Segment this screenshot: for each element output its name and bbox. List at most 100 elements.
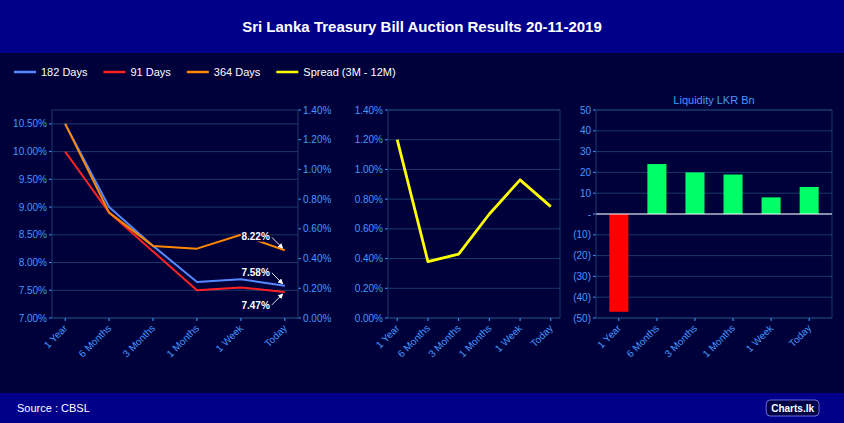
bar bbox=[609, 214, 628, 312]
series-line bbox=[397, 140, 551, 262]
x-tick-label: 6 Months bbox=[624, 322, 661, 359]
grid-line bbox=[388, 288, 560, 289]
grid-line bbox=[596, 130, 832, 131]
panel-title: Liquidity LKR Bn bbox=[673, 94, 754, 106]
x-tick bbox=[65, 318, 66, 321]
y-tick-label: (30) bbox=[573, 271, 591, 282]
x-tick-label: Today bbox=[528, 322, 555, 349]
x-tick bbox=[196, 318, 197, 321]
grid-line bbox=[52, 151, 298, 152]
y-tick-label: 0.80% bbox=[355, 194, 383, 205]
y-tick-label: (20) bbox=[573, 250, 591, 261]
y-tick-label: 10.00% bbox=[13, 146, 47, 157]
y2-tick-label: 0.60% bbox=[303, 223, 331, 234]
chart-0: 7.00%7.50%8.00%8.50%9.00%9.50%10.00%10.5… bbox=[13, 105, 331, 360]
legend-swatch bbox=[187, 71, 209, 74]
y-tick-label: 7.00% bbox=[19, 313, 47, 324]
x-tick-label: 1 Week bbox=[744, 322, 776, 354]
x-tick bbox=[520, 318, 521, 321]
legend-swatch bbox=[14, 71, 36, 74]
y-tick-label: (40) bbox=[573, 292, 591, 303]
x-tick-label: Today bbox=[262, 322, 289, 349]
footer-bar bbox=[0, 393, 844, 423]
plot-frame bbox=[388, 110, 560, 318]
y2-tick-label: 1.00% bbox=[303, 164, 331, 175]
y-tick-label: 9.50% bbox=[19, 174, 47, 185]
x-tick bbox=[458, 318, 459, 321]
title: Sri Lanka Treasury Bill Auction Results … bbox=[242, 18, 602, 35]
x-tick-label: 6 Months bbox=[76, 322, 113, 359]
legend-label: Spread (3M - 12M) bbox=[303, 66, 395, 78]
series-line bbox=[65, 152, 285, 292]
x-tick-label: 3 Months bbox=[662, 322, 699, 359]
data-group bbox=[397, 140, 551, 262]
legend: 182 Days91 Days364 DaysSpread (3M - 12M) bbox=[14, 66, 396, 78]
grid-line bbox=[596, 297, 832, 298]
y-tick-label: 9.00% bbox=[19, 202, 47, 213]
annotation-arrow bbox=[272, 294, 283, 305]
y2-tick-label: 0.00% bbox=[303, 313, 331, 324]
y-tick-label: 0.40% bbox=[355, 253, 383, 264]
bar bbox=[762, 197, 781, 214]
header-bar bbox=[0, 0, 844, 53]
legend-swatch bbox=[103, 71, 125, 74]
y-tick-label: 50 bbox=[580, 105, 592, 116]
source: Source : CBSL bbox=[17, 402, 90, 414]
grid-line bbox=[596, 234, 832, 235]
y-tick-label: 1.20% bbox=[355, 134, 383, 145]
credit: Charts.lk bbox=[771, 403, 814, 414]
y2-tick-label: 1.40% bbox=[303, 105, 331, 116]
x-tick bbox=[489, 318, 490, 321]
grid-line bbox=[388, 199, 560, 200]
y2-tick-label: 0.80% bbox=[303, 194, 331, 205]
x-tick-label: 3 Months bbox=[426, 322, 463, 359]
x-tick bbox=[240, 318, 241, 321]
annotation: 7.58% bbox=[241, 267, 269, 278]
x-tick bbox=[397, 318, 398, 321]
credit-box bbox=[766, 400, 819, 416]
zero-line bbox=[596, 214, 832, 215]
y2-tick-label: 1.20% bbox=[303, 134, 331, 145]
y-tick-label: 8.00% bbox=[19, 257, 47, 268]
x-tick-label: 6 Months bbox=[395, 322, 432, 359]
grid-line bbox=[596, 276, 832, 277]
chart-1: 0.00%0.20%0.40%0.60%0.80%1.00%1.20%1.40%… bbox=[355, 105, 560, 360]
y-tick-label: 40 bbox=[580, 125, 592, 136]
x-tick-label: 1 Months bbox=[457, 322, 494, 359]
series-line bbox=[65, 124, 285, 286]
x-tick bbox=[733, 318, 734, 321]
plot-frame bbox=[52, 110, 298, 318]
x-tick bbox=[694, 318, 695, 321]
background bbox=[0, 0, 844, 423]
bar bbox=[724, 174, 743, 214]
y-tick-label: 8.50% bbox=[19, 229, 47, 240]
y-tick-label: 20 bbox=[580, 167, 592, 178]
legend-swatch bbox=[276, 71, 298, 74]
x-tick bbox=[153, 318, 154, 321]
y-tick-label: (50) bbox=[573, 313, 591, 324]
y2-tick-label: 0.20% bbox=[303, 283, 331, 294]
y-tick-label: 1.40% bbox=[355, 105, 383, 116]
x-tick bbox=[656, 318, 657, 321]
plot-frame bbox=[596, 110, 832, 318]
y-tick-label: 7.50% bbox=[19, 285, 47, 296]
chart-2: (50)(40)(30)(20)(10)-10203040501 Year6 M… bbox=[573, 94, 832, 359]
x-tick-label: 1 Months bbox=[700, 322, 737, 359]
y-tick-label: 1.00% bbox=[355, 164, 383, 175]
y-tick-label: 0.00% bbox=[355, 313, 383, 324]
grid-line bbox=[596, 172, 832, 173]
annotation: 7.47% bbox=[241, 300, 269, 311]
grid-line bbox=[388, 139, 560, 140]
series-line bbox=[65, 124, 285, 250]
y2-tick-label: 0.40% bbox=[303, 253, 331, 264]
annotation-arrow bbox=[272, 273, 283, 284]
data-group bbox=[596, 164, 832, 312]
y-tick-label: 0.20% bbox=[355, 283, 383, 294]
x-tick-label: Today bbox=[787, 322, 814, 349]
x-tick-label: 1 Months bbox=[164, 322, 201, 359]
y-tick-label: 10 bbox=[580, 188, 592, 199]
x-tick bbox=[284, 318, 285, 321]
y-tick-label: 30 bbox=[580, 146, 592, 157]
grid-line bbox=[596, 214, 832, 215]
y-tick-label: - bbox=[588, 209, 591, 220]
